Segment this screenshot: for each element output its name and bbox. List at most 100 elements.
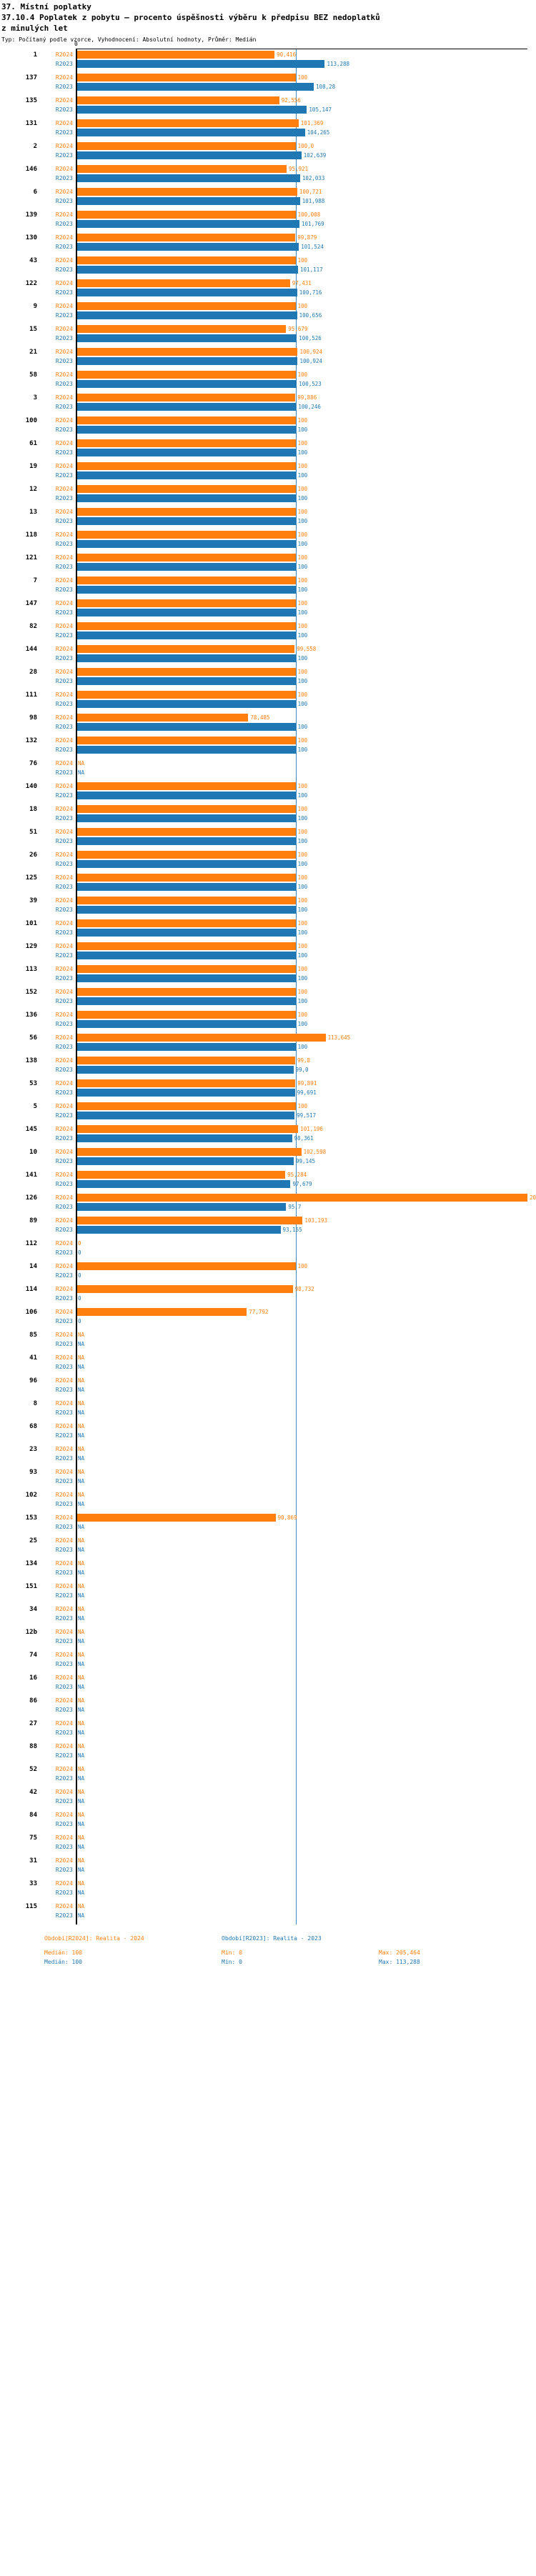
series-key-label: R2023 [55, 541, 73, 547]
chart-group: 113 R2024 100 R2023 100 [0, 964, 536, 983]
chart-row: R2023 NA [0, 1659, 536, 1669]
series-key-label: R2024 [55, 1743, 73, 1749]
series-key-label: R2024 [55, 166, 73, 172]
bar-value-label: 100 [297, 426, 308, 433]
series-key-label: R2023 [55, 1547, 73, 1553]
bar [76, 289, 297, 296]
chart-group: 82 R2024 100 R2023 100 [0, 621, 536, 640]
series-key-label: R2024 [55, 714, 73, 721]
chart-group: 118 R2024 100 R2023 100 [0, 530, 536, 549]
bar [76, 1308, 247, 1316]
series-key-label: R2024 [55, 600, 73, 606]
category-label: 74 [29, 1652, 37, 1659]
category-label: 93 [29, 1469, 37, 1476]
category-label: 122 [25, 280, 37, 287]
chart-row: R2024 NA [0, 1604, 536, 1614]
chart-row: R2023 NA [0, 1819, 536, 1829]
bar-value-label: 100 [297, 531, 308, 538]
bar-value-label: 100 [297, 623, 308, 629]
chart-group: 8 R2024 NA R2023 NA [0, 1399, 536, 1417]
category-label: 75 [29, 1834, 37, 1842]
category-label: 27 [29, 1720, 37, 1727]
series-key-label: R2024 [55, 1263, 73, 1269]
bar-value-label: NA [78, 1629, 85, 1635]
bar-value-label: 99,8 [297, 1057, 311, 1064]
series-key-label: R2024 [55, 692, 73, 698]
chart-row: R2023 100,716 [0, 288, 536, 297]
series-key-label: R2023 [55, 1615, 73, 1622]
chart-group: 1 R2024 90,416 R2023 113,288 [0, 50, 536, 69]
bar [76, 883, 296, 891]
category-label: 135 [25, 97, 37, 104]
chart-row: R2023 100 [0, 951, 536, 960]
bar-value-label: 101,369 [300, 120, 324, 126]
bar-value-label: 99,886 [297, 394, 317, 401]
chart-row: R2024 0 [0, 1239, 536, 1248]
bar-value-label: 100 [297, 861, 308, 867]
category-label: 28 [29, 669, 37, 676]
series-key-label: R2024 [55, 463, 73, 469]
chart-group: 126 R2024 205,464 R2023 95,7 [0, 1193, 536, 1212]
chart-row: R2024 NA [0, 1719, 536, 1728]
series-key-label: R2023 [55, 358, 73, 364]
bar [76, 174, 300, 182]
series-key-label: R2023 [55, 1752, 73, 1759]
chart-row: R2023 NA [0, 1362, 536, 1372]
category-label: 42 [29, 1789, 37, 1796]
bar [76, 897, 296, 904]
series-key-label: R2024 [55, 1377, 73, 1384]
chart-group: 114 R2024 98,732 R2023 0 [0, 1284, 536, 1303]
series-key-label: R2024 [55, 1697, 73, 1704]
bar-value-label: NA [78, 760, 85, 767]
chart-row: R2024 100,0 [0, 141, 536, 151]
chart-group: 19 R2024 100 R2023 100 [0, 461, 536, 480]
chart-row: R2023 0 [0, 1294, 536, 1303]
chart-row: R2024 100 [0, 1102, 536, 1111]
chart-row: R2024 100 [0, 942, 536, 951]
chart-row: R2024 NA [0, 759, 536, 768]
chart-group: 43 R2024 100 R2023 101,117 [0, 256, 536, 274]
series-key-label: R2023 [55, 221, 73, 227]
series-key-label: R2024 [55, 1423, 73, 1429]
bar-value-label: 100 [297, 518, 308, 524]
category-label: 151 [25, 1583, 37, 1590]
series-key-label: R2023 [55, 1455, 73, 1462]
series-key-label: R2023 [55, 266, 73, 273]
bar-value-label: 100 [297, 632, 308, 639]
bar [76, 220, 300, 228]
series-key-label: R2023 [55, 449, 73, 456]
bar-value-label: NA [78, 1812, 85, 1818]
chart-row: R2024 100 [0, 919, 536, 928]
bar-value-label: 100 [297, 1012, 308, 1018]
bar [76, 700, 296, 708]
chart-row: R2024 95,921 [0, 164, 536, 174]
bar-value-label: NA [78, 1729, 85, 1736]
category-label: 125 [25, 874, 37, 882]
series-key-label: R2023 [55, 1684, 73, 1690]
chart-row: R2023 100 [0, 494, 536, 503]
category-label: 6 [33, 189, 37, 196]
chart-row: R2024 100 [0, 1262, 536, 1271]
series-key-label: R2024 [55, 737, 73, 744]
chart-group: 5 R2024 100 R2023 99,517 [0, 1102, 536, 1120]
bar [76, 974, 296, 982]
category-label: 106 [25, 1309, 37, 1316]
category-label: 43 [29, 257, 37, 264]
bar-value-label: 100 [297, 303, 308, 309]
category-label: 146 [25, 166, 37, 173]
bar [76, 494, 296, 502]
bar [76, 439, 296, 447]
bar [76, 952, 296, 959]
bar-value-label: NA [78, 1409, 85, 1416]
chart-group: 106 R2024 77,792 R2023 0 [0, 1307, 536, 1326]
bar-value-label: 0 [78, 1295, 81, 1302]
bar [76, 1134, 292, 1142]
chart-row: R2024 100 [0, 873, 536, 882]
series-key-label: R2024 [55, 1537, 73, 1544]
chart-row: R2023 NA [0, 1728, 536, 1737]
series-key-label: R2023 [55, 1889, 73, 1896]
bar-value-label: 98,732 [294, 1286, 314, 1292]
series-key-label: R2024 [55, 1354, 73, 1361]
series-key-label: R2024 [55, 349, 73, 355]
